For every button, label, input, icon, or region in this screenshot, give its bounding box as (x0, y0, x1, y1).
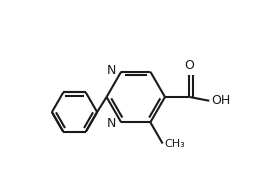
Text: CH₃: CH₃ (164, 139, 185, 149)
Text: N: N (107, 117, 116, 130)
Text: N: N (107, 64, 116, 77)
Text: OH: OH (211, 94, 230, 107)
Text: O: O (185, 59, 194, 72)
